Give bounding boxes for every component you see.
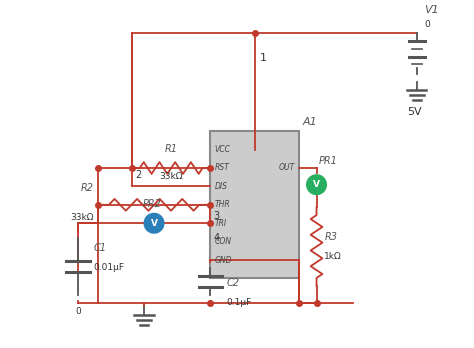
Text: TRI: TRI xyxy=(214,219,227,228)
Text: 33kΩ: 33kΩ xyxy=(159,172,183,181)
Text: THR: THR xyxy=(214,200,230,209)
Text: CON: CON xyxy=(214,237,231,246)
Text: V: V xyxy=(313,180,320,189)
Text: RST: RST xyxy=(214,164,229,173)
Text: VCC: VCC xyxy=(214,145,230,154)
Text: PR2: PR2 xyxy=(143,199,162,209)
Text: 1kΩ: 1kΩ xyxy=(324,252,342,261)
Text: 1: 1 xyxy=(260,53,266,63)
Text: 0: 0 xyxy=(75,307,81,316)
Text: R2: R2 xyxy=(81,183,94,193)
Text: R3: R3 xyxy=(324,232,337,242)
Text: 0.1μF: 0.1μF xyxy=(226,298,251,307)
Text: C1: C1 xyxy=(94,243,107,253)
Text: A1: A1 xyxy=(303,117,318,127)
Text: 3: 3 xyxy=(213,211,219,221)
Circle shape xyxy=(144,213,164,233)
Text: OUT: OUT xyxy=(279,164,295,173)
Text: 0: 0 xyxy=(425,20,430,29)
Text: V1: V1 xyxy=(425,5,439,15)
Bar xyxy=(210,131,299,278)
Text: 2: 2 xyxy=(135,170,141,180)
Text: C2: C2 xyxy=(226,278,239,288)
Text: PR1: PR1 xyxy=(319,156,337,166)
Circle shape xyxy=(307,175,326,195)
Text: 0.01μF: 0.01μF xyxy=(94,263,125,272)
Text: 5V: 5V xyxy=(407,106,422,117)
Text: DIS: DIS xyxy=(214,182,228,191)
Text: R1: R1 xyxy=(165,144,178,154)
Text: 4: 4 xyxy=(213,233,219,243)
Text: GND: GND xyxy=(214,255,232,264)
Text: V: V xyxy=(151,219,157,228)
Text: 33kΩ: 33kΩ xyxy=(70,213,94,222)
